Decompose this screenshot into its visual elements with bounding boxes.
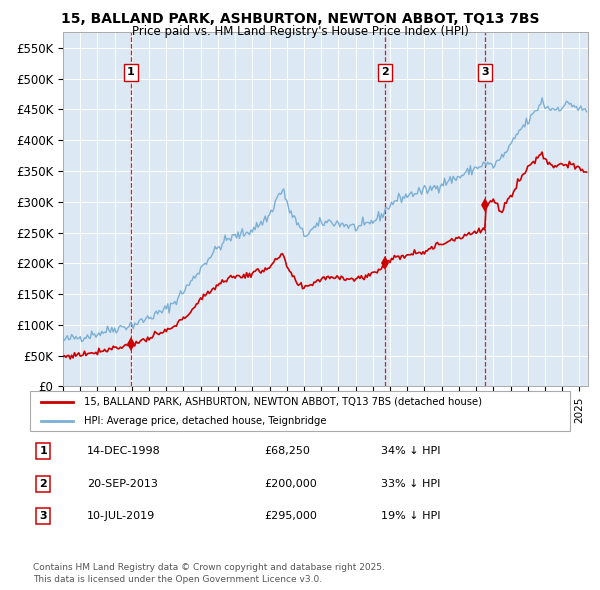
Text: 2: 2 [40,479,47,489]
Text: 15, BALLAND PARK, ASHBURTON, NEWTON ABBOT, TQ13 7BS: 15, BALLAND PARK, ASHBURTON, NEWTON ABBO… [61,12,539,26]
Text: 1: 1 [40,447,47,456]
Text: 2: 2 [382,67,389,77]
Text: 33% ↓ HPI: 33% ↓ HPI [381,479,440,489]
Text: Contains HM Land Registry data © Crown copyright and database right 2025.
This d: Contains HM Land Registry data © Crown c… [33,563,385,584]
Text: 14-DEC-1998: 14-DEC-1998 [87,447,161,456]
Text: £295,000: £295,000 [264,512,317,521]
Text: 10-JUL-2019: 10-JUL-2019 [87,512,155,521]
FancyBboxPatch shape [30,391,570,431]
Text: 34% ↓ HPI: 34% ↓ HPI [381,447,440,456]
Text: 15, BALLAND PARK, ASHBURTON, NEWTON ABBOT, TQ13 7BS (detached house): 15, BALLAND PARK, ASHBURTON, NEWTON ABBO… [84,397,482,407]
Text: 20-SEP-2013: 20-SEP-2013 [87,479,158,489]
Text: 3: 3 [481,67,489,77]
Text: 3: 3 [40,512,47,521]
Text: £68,250: £68,250 [264,447,310,456]
Text: Price paid vs. HM Land Registry's House Price Index (HPI): Price paid vs. HM Land Registry's House … [131,25,469,38]
Text: £200,000: £200,000 [264,479,317,489]
Text: HPI: Average price, detached house, Teignbridge: HPI: Average price, detached house, Teig… [84,416,326,425]
Text: 19% ↓ HPI: 19% ↓ HPI [381,512,440,521]
Text: 1: 1 [127,67,135,77]
